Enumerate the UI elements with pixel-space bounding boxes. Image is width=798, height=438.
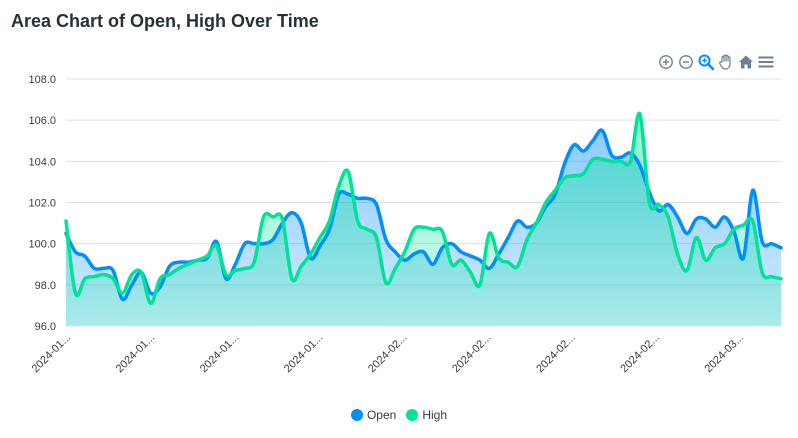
x-tick-label: 2024-02... <box>618 332 662 376</box>
y-tick-label: 108.0 <box>28 74 56 86</box>
legend-item-high[interactable]: High <box>406 408 447 422</box>
y-tick-label: 104.0 <box>28 156 56 168</box>
y-tick-label: 100.0 <box>28 239 56 251</box>
series-lines <box>64 111 783 306</box>
legend-item-open[interactable]: Open <box>350 408 397 422</box>
y-axis: 96.0 98.0 100.0 102.0 104.0 106.0 108.0 <box>28 74 56 333</box>
x-axis: 2024-01... 2024-01... 2024-01... 2024-01...… <box>30 325 781 376</box>
menu-icon[interactable] <box>756 52 776 72</box>
legend: Open High <box>0 408 798 422</box>
chart-toolbar <box>656 52 776 72</box>
line-high <box>64 111 783 306</box>
zoom-out-icon[interactable] <box>676 52 696 72</box>
legend-marker-high <box>406 409 419 421</box>
y-tick-label: 96.0 <box>35 321 56 333</box>
series-areas <box>66 113 781 326</box>
y-tick-label: 102.0 <box>28 198 56 210</box>
pan-hand-icon[interactable] <box>716 52 736 72</box>
selection-zoom-icon[interactable] <box>696 52 716 72</box>
y-tick-label: 98.0 <box>35 280 56 292</box>
x-tick-label: 2024-02... <box>366 332 410 376</box>
legend-marker-open <box>350 409 363 421</box>
x-tick-label: 2024-02... <box>450 332 494 376</box>
legend-label-high: High <box>422 408 448 422</box>
x-tick-label: 2024-01... <box>30 332 74 376</box>
x-tick-label: 2024-01... <box>198 332 242 376</box>
y-tick-label: 106.0 <box>28 115 56 127</box>
zoom-in-icon[interactable] <box>656 52 676 72</box>
reset-home-icon[interactable] <box>736 52 756 72</box>
x-tick-label: 2024-02... <box>534 332 578 376</box>
x-tick-label: 2024-03... <box>703 332 747 376</box>
area-high <box>66 113 781 326</box>
chart-title: Area Chart of Open, High Over Time <box>11 11 319 31</box>
legend-label-open: Open <box>366 408 397 422</box>
x-tick-label: 2024-01... <box>282 332 326 376</box>
x-tick-label: 2024-01... <box>114 332 158 376</box>
